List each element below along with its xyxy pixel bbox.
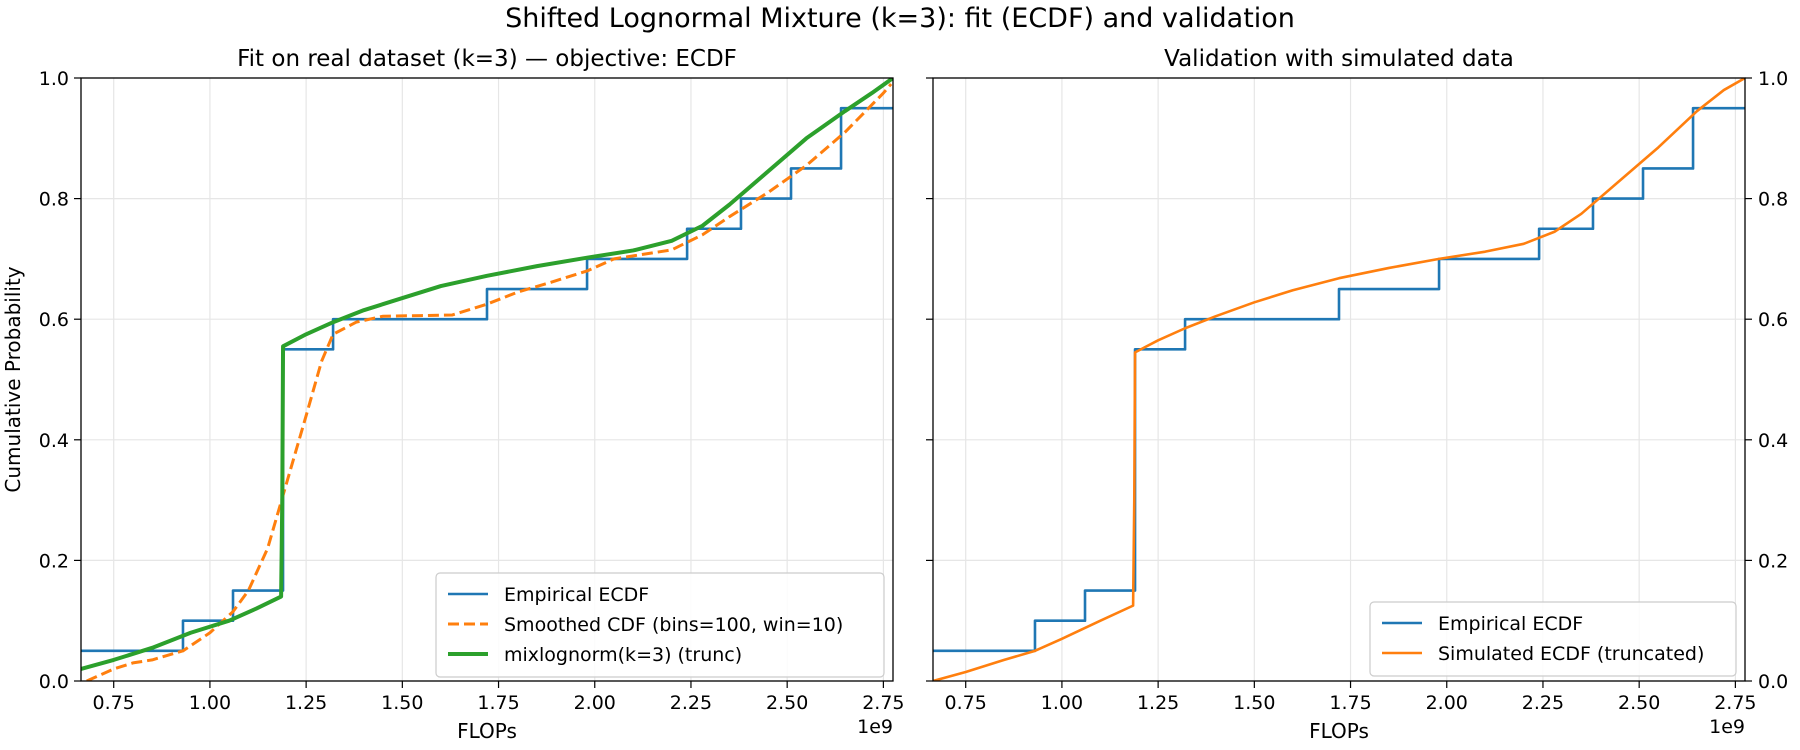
x-offset-label: 1e9 — [857, 716, 893, 738]
x-tick-label: 1.75 — [1329, 692, 1371, 714]
legend-label: mixlognorm(k=3) (trunc) — [504, 644, 742, 666]
legend-box — [435, 572, 885, 678]
x-tick-label: 2.75 — [1714, 692, 1756, 714]
series-group — [81, 78, 893, 681]
x-tick-label: 2.75 — [862, 692, 904, 714]
right-panel-validation: 0.75 1.00 1.25 1.50 1.75 2.00 2.25 2.50 2.750.0 0… — [926, 46, 1788, 743]
x-tick-label: 0.75 — [93, 692, 135, 714]
y-tick-label: 0.2 — [1758, 550, 1788, 572]
y-tick-label: 1.0 — [39, 68, 69, 90]
x-tick-label: 2.25 — [670, 692, 712, 714]
y-tick-label: 0.8 — [1758, 189, 1788, 211]
x-axis-label: FLOPs — [457, 719, 517, 743]
series-line-empirical-ecdf — [81, 106, 893, 653]
x-tick-label: 0.75 — [945, 692, 987, 714]
x-tick-label: 2.25 — [1522, 692, 1564, 714]
x-tick-label: 1.50 — [1233, 692, 1275, 714]
x-offset-label: 1e9 — [1709, 716, 1745, 738]
x-axis-label: FLOPs — [1309, 719, 1369, 743]
figure-title: Shifted Lognormal Mixture (k=3): fit (EC… — [505, 3, 1295, 34]
left-panel-fit: 0.75 1.00 1.25 1.50 1.75 2.00 2.25 2.50 2.75 0.0 0… — [1, 46, 905, 743]
y-tick-label: 0.2 — [39, 550, 69, 572]
x-tick-label: 2.00 — [1426, 692, 1468, 714]
x-tick-label: 1.75 — [477, 692, 519, 714]
x-tick-label: 1.00 — [189, 692, 231, 714]
subplot-title: Validation with simulated data — [1164, 46, 1514, 72]
legend-box — [1369, 601, 1737, 677]
y-axis-label: Cumulative Probability — [1, 266, 25, 492]
series-line-smoothed-cdf-bins-100-win-10 — [86, 83, 893, 681]
subplot-title: Fit on real dataset (k=3) — objective: E… — [237, 46, 737, 72]
x-tick-label: 1.00 — [1041, 692, 1083, 714]
legend-label: Empirical ECDF — [1438, 613, 1583, 635]
plot-frame — [932, 77, 1746, 682]
series-line-empirical-ecdf — [933, 106, 1745, 653]
plot-frame — [80, 77, 894, 682]
plot-area — [933, 78, 1745, 681]
x-tick-label: 2.50 — [1618, 692, 1660, 714]
series-group — [933, 78, 1745, 681]
legend-label: Simulated ECDF (truncated) — [1438, 643, 1704, 665]
x-tick-label: 1.25 — [285, 692, 327, 714]
y-tick-label: 0.8 — [39, 189, 69, 211]
x-tick-label: 2.00 — [574, 692, 616, 714]
y-tick-label: 0.0 — [1758, 671, 1788, 693]
y-tick-label: 0.0 — [39, 671, 69, 693]
legend: Empirical ECDF Simulated ECDF (truncated) — [1369, 601, 1737, 677]
y-tick-label: 0.6 — [39, 309, 69, 331]
legend-label: Empirical ECDF — [504, 584, 649, 606]
y-tick-label: 0.6 — [1758, 309, 1788, 331]
x-tick-label: 2.50 — [766, 692, 808, 714]
x-tick-label: 1.25 — [1137, 692, 1179, 714]
series-line-mixlognorm-k-3-trunc — [81, 78, 893, 671]
x-tick-label: 1.50 — [381, 692, 423, 714]
legend: Empirical ECDF Smoothed CDF (bins=100, wi… — [435, 572, 885, 678]
y-tick-label: 0.4 — [1758, 430, 1788, 452]
series-line-simulated-ecdf-truncated — [933, 78, 1745, 681]
legend-label: Smoothed CDF (bins=100, win=10) — [504, 614, 843, 636]
y-tick-label: 1.0 — [1758, 68, 1788, 90]
y-tick-label: 0.4 — [39, 430, 69, 452]
